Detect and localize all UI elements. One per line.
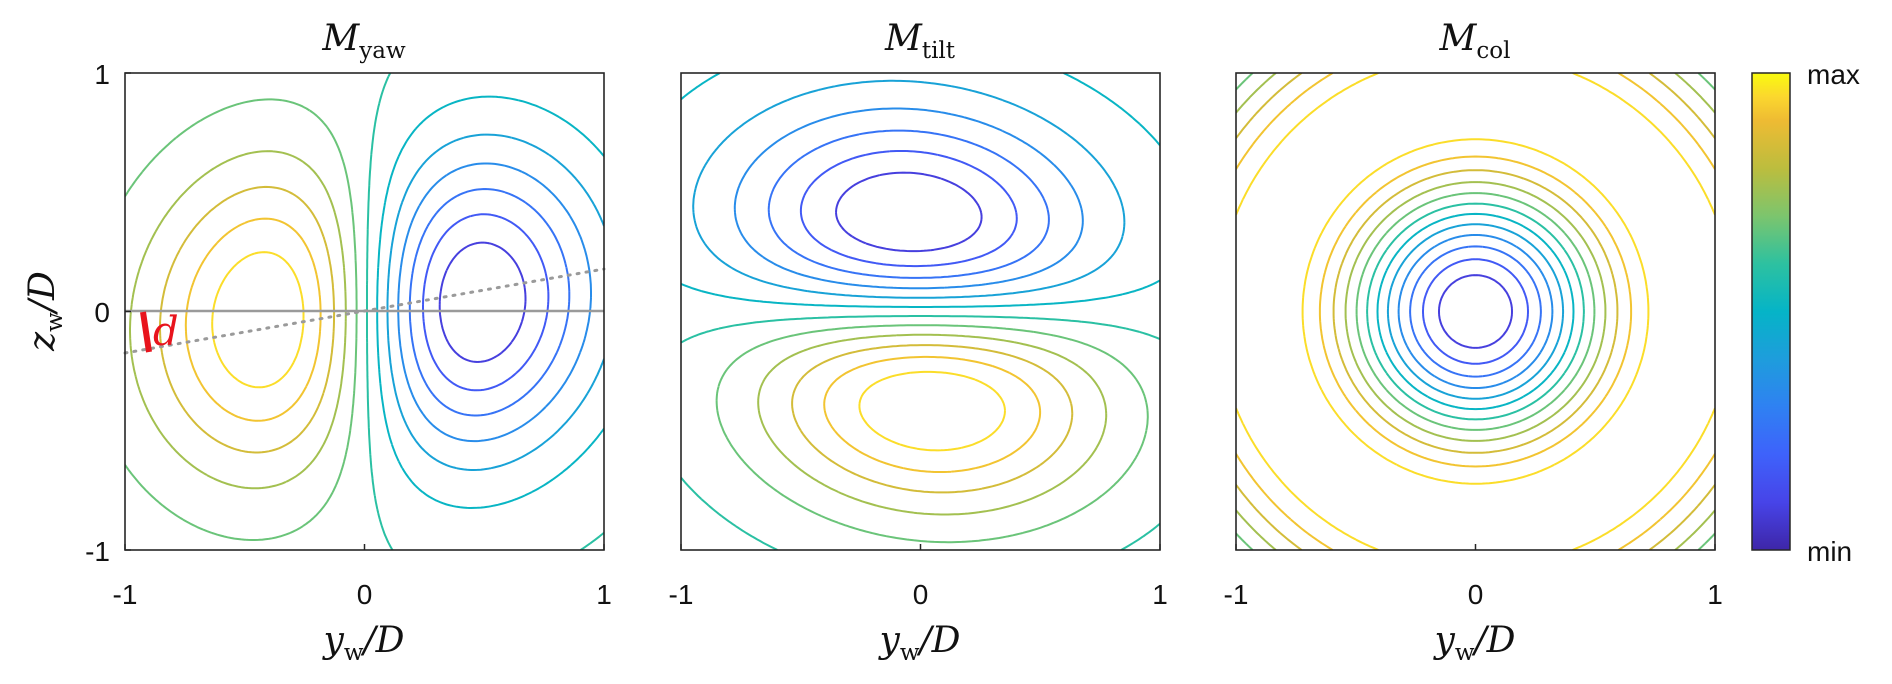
contour-line <box>184 217 322 422</box>
x-tick-label: 1 <box>1707 579 1723 610</box>
contours-tilt <box>681 73 1160 550</box>
x-tick-label: 1 <box>1152 579 1168 610</box>
contour-line <box>858 370 1006 452</box>
title-yaw: Myaw <box>321 18 406 64</box>
contour-line <box>757 333 1108 516</box>
contour-line <box>1236 73 1715 550</box>
title-tilt: Mtilt <box>884 18 956 64</box>
colorbar-min-label: min <box>1807 536 1852 567</box>
contour-line <box>1236 73 1715 550</box>
x-tick-label: 0 <box>357 579 373 610</box>
contour-line <box>125 98 358 541</box>
contour-line <box>159 185 336 454</box>
contours-col <box>1236 73 1715 550</box>
contour-line <box>1409 245 1542 378</box>
contour-line <box>408 188 571 417</box>
contour-line <box>799 150 1018 268</box>
panel-yaw: Myaw d -1 0 1 1 0 -1 yw/D zw/D <box>22 18 612 666</box>
contour-line <box>397 162 592 443</box>
contour-line <box>692 79 1126 299</box>
annotation-d: d <box>153 309 179 355</box>
contour-line <box>1376 212 1575 411</box>
contour-line <box>438 241 527 363</box>
contour-line <box>1366 202 1585 421</box>
colorbar: max min <box>1751 59 1860 567</box>
reference-line-tilted <box>123 267 606 355</box>
contour-line <box>129 150 347 490</box>
x-ticks-tilt: -1 0 1 <box>669 544 1168 610</box>
x-tick-label: 1 <box>596 579 612 610</box>
x-tick-label: -1 <box>669 579 694 610</box>
contour-line <box>1438 274 1513 349</box>
x-tick-label: 0 <box>913 579 929 610</box>
x-tick-label: -1 <box>1224 579 1249 610</box>
contour-line <box>715 324 1149 544</box>
contour-line <box>681 315 1160 550</box>
contours-yaw <box>125 73 604 550</box>
colorbar-gradient <box>1751 72 1791 551</box>
x-axis-label-yaw: yw/D <box>321 620 404 666</box>
contour-line <box>1397 234 1554 389</box>
contour-line <box>823 355 1042 473</box>
y-tick-label: 1 <box>94 59 110 90</box>
contour-line <box>1236 73 1715 550</box>
contour-line <box>422 213 550 392</box>
x-ticks-col: -1 0 1 <box>1224 544 1723 610</box>
y-tick-label: 0 <box>94 297 110 328</box>
x-ticks-yaw: -1 0 1 <box>113 544 612 610</box>
contour-line <box>211 251 305 389</box>
x-axis-label-col: yw/D <box>1432 620 1515 666</box>
contour-line <box>791 344 1074 494</box>
contour-line <box>767 129 1050 279</box>
contour-line <box>366 73 604 550</box>
panel-col: Mcol -1 0 1 yw/D <box>1224 18 1723 666</box>
contour-line <box>1236 73 1715 550</box>
y-axis-label: zw/D <box>22 271 68 352</box>
axes-frame-col <box>1235 72 1716 551</box>
contour-line <box>1236 73 1715 550</box>
contour-line <box>386 133 604 471</box>
title-col: Mcol <box>1439 18 1511 64</box>
colorbar-max-label: max <box>1807 59 1860 90</box>
panel-tilt: Mtilt -1 0 1 yw/D <box>669 18 1168 666</box>
contour-line <box>835 171 983 253</box>
x-tick-label: 0 <box>1468 579 1484 610</box>
offset-marker-d <box>140 311 152 353</box>
x-axis-label-tilt: yw/D <box>877 620 960 666</box>
x-tick-label: -1 <box>113 579 138 610</box>
contour-line <box>376 95 604 509</box>
y-ticks-yaw: 1 0 -1 <box>85 59 131 567</box>
contour-line <box>681 73 1160 308</box>
axes-frame-tilt <box>680 72 1161 551</box>
contour-line <box>1422 258 1529 365</box>
y-tick-label: -1 <box>85 536 110 567</box>
contour-line <box>733 107 1084 290</box>
contour-line <box>1386 223 1565 400</box>
